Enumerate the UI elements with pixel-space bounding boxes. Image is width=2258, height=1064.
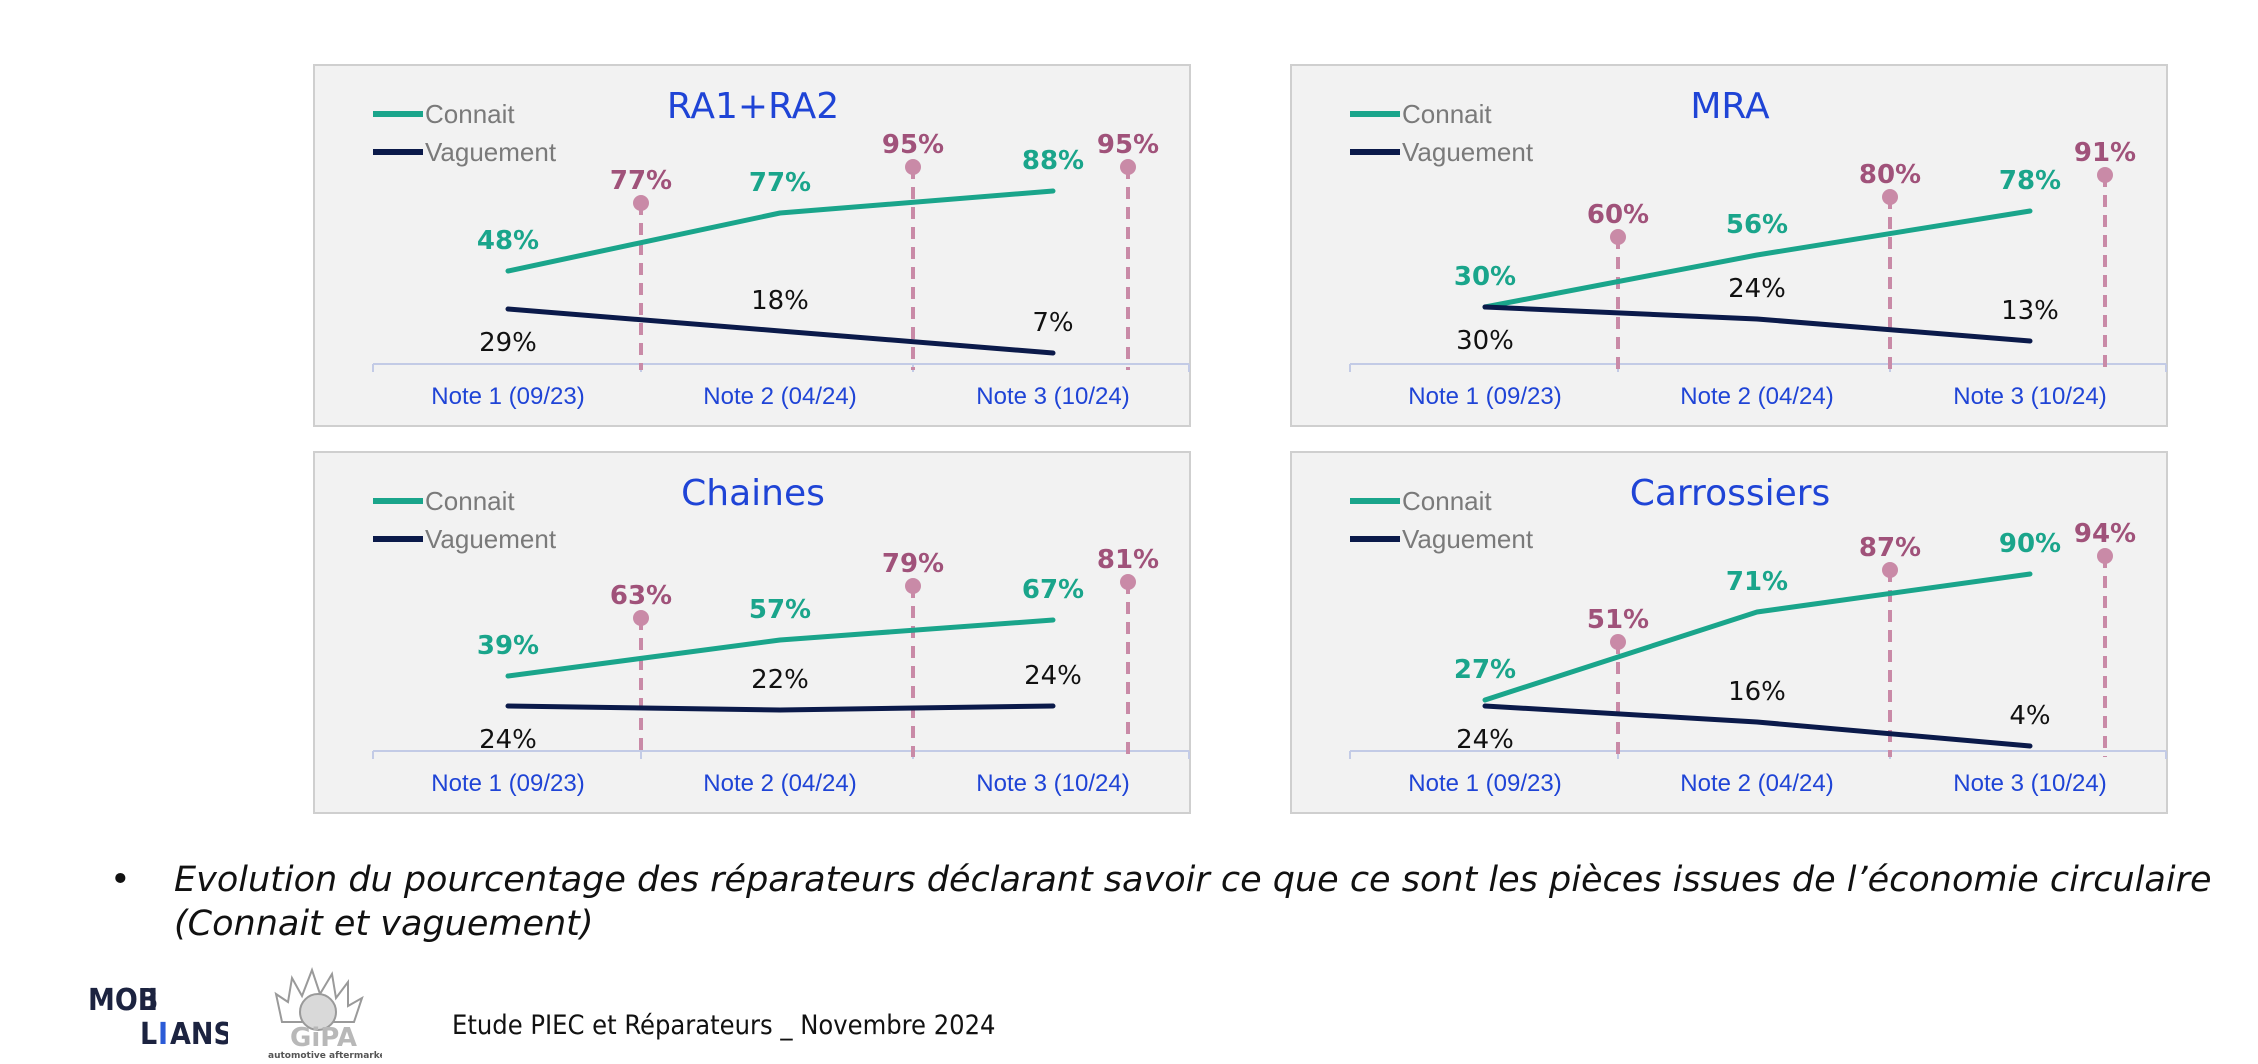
x-tick-label-carrossiers-3: Note 3 (10/24) (1953, 770, 2106, 797)
svg-text:GiPA: GiPA (290, 1023, 357, 1053)
total-dot-chaines-1 (633, 610, 649, 626)
caption-line-1: Evolution du pourcentage des réparateurs… (174, 860, 2212, 900)
svg-text:I: I (158, 1017, 168, 1050)
total-dot-mra-3 (2097, 167, 2113, 183)
legend-label-carrossiers-connait: Connait (1402, 486, 1492, 516)
data-label-ra1-ra2-vaguement-2: 18% (751, 286, 809, 316)
total-label-ra1-ra2-2: 95% (882, 130, 944, 160)
chart-title-mra: MRA (1690, 86, 1770, 127)
caption-line-2: (Connait et vaguement) (174, 904, 594, 944)
legend-label-mra-connait: Connait (1402, 99, 1492, 129)
total-label-carrossiers-1: 51% (1587, 605, 1649, 635)
chart-panel-ra1-ra2 (313, 64, 1191, 427)
data-label-mra-connait-3: 78% (1999, 166, 2061, 196)
total-dot-chaines-2 (905, 578, 921, 594)
chart-panel-chaines (313, 451, 1191, 814)
chart-panel-mra (1290, 64, 2168, 427)
data-label-mra-vaguement-3: 13% (2001, 296, 2059, 326)
total-dot-ra1-ra2-1 (633, 195, 649, 211)
legend-label-ra1-ra2-vaguement: Vaguement (425, 137, 557, 167)
svg-text:ANS: ANS (170, 1017, 228, 1050)
legend-label-chaines-connait: Connait (425, 486, 515, 516)
gipa-logo: GiPA automotive aftermarket (262, 960, 391, 1061)
total-dot-carrossiers-3 (2097, 548, 2113, 564)
series-line-ra1-ra2-vaguement (505, 306, 1056, 356)
total-label-mra-2: 80% (1859, 160, 1921, 190)
total-dot-chaines-3 (1120, 574, 1136, 590)
x-tick-label-chaines-1: Note 1 (09/23) (431, 770, 584, 797)
total-label-chaines-2: 79% (882, 549, 944, 579)
x-tick-label-ra1-ra2-3: Note 3 (10/24) (976, 383, 1129, 410)
series-line-carrossiers-connait (1482, 571, 2033, 703)
total-dot-ra1-ra2-2 (905, 159, 921, 175)
data-label-ra1-ra2-vaguement-3: 7% (1032, 308, 1073, 338)
data-label-chaines-connait-1: 39% (477, 631, 539, 661)
x-tick-label-ra1-ra2-2: Note 2 (04/24) (703, 383, 856, 410)
x-tick-label-mra-2: Note 2 (04/24) (1680, 383, 1833, 410)
chart-title-carrossiers: Carrossiers (1630, 473, 1831, 514)
x-tick-label-mra-1: Note 1 (09/23) (1408, 383, 1561, 410)
data-label-ra1-ra2-vaguement-1: 29% (479, 328, 537, 358)
data-label-mra-connait-1: 30% (1454, 262, 1516, 292)
total-dot-ra1-ra2-3 (1120, 159, 1136, 175)
x-tick-label-carrossiers-1: Note 1 (09/23) (1408, 770, 1561, 797)
legend-label-chaines-vaguement: Vaguement (425, 524, 557, 554)
data-label-carrossiers-vaguement-2: 16% (1728, 677, 1786, 707)
data-label-carrossiers-connait-3: 90% (1999, 529, 2061, 559)
data-label-carrossiers-connait-2: 71% (1726, 567, 1788, 597)
data-label-ra1-ra2-connait-1: 48% (477, 226, 539, 256)
x-tick-label-chaines-2: Note 2 (04/24) (703, 770, 856, 797)
series-line-mra-vaguement (1482, 304, 2033, 344)
data-label-chaines-connait-3: 67% (1022, 575, 1084, 605)
data-label-chaines-vaguement-2: 22% (751, 665, 809, 695)
data-label-mra-vaguement-1: 30% (1456, 326, 1514, 356)
data-label-carrossiers-vaguement-3: 4% (2009, 701, 2050, 731)
data-label-ra1-ra2-connait-3: 88% (1022, 146, 1084, 176)
bullet-symbol: • (110, 860, 131, 900)
total-dot-carrossiers-1 (1610, 634, 1626, 650)
data-label-mra-vaguement-2: 24% (1728, 274, 1786, 304)
svg-text:L: L (140, 1017, 157, 1050)
series-line-mra-connait (1482, 208, 2033, 310)
x-tick-label-carrossiers-2: Note 2 (04/24) (1680, 770, 1833, 797)
footer-study-title: Etude PIEC et Réparateurs _ Novembre 202… (452, 1010, 996, 1041)
series-line-ra1-ra2-connait (505, 188, 1056, 274)
total-label-mra-3: 91% (2074, 138, 2136, 168)
legend-label-ra1-ra2-connait: Connait (425, 99, 515, 129)
legend-label-mra-vaguement: Vaguement (1402, 137, 1534, 167)
series-line-chaines-connait (505, 617, 1056, 679)
data-label-chaines-connait-2: 57% (749, 595, 811, 625)
x-tick-label-ra1-ra2-1: Note 1 (09/23) (431, 383, 584, 410)
total-dot-mra-1 (1610, 229, 1626, 245)
total-dot-mra-2 (1882, 189, 1898, 205)
svg-text:automotive aftermarket: automotive aftermarket (268, 1051, 382, 1060)
series-line-chaines-vaguement (505, 703, 1056, 713)
data-label-carrossiers-connait-1: 27% (1454, 655, 1516, 685)
x-tick-label-chaines-3: Note 3 (10/24) (976, 770, 1129, 797)
data-label-chaines-vaguement-3: 24% (1024, 661, 1082, 691)
chart-panel-carrossiers (1290, 451, 2168, 814)
total-label-carrossiers-2: 87% (1859, 533, 1921, 563)
data-label-carrossiers-vaguement-1: 24% (1456, 725, 1514, 755)
chart-title-chaines: Chaines (681, 473, 825, 514)
total-label-carrossiers-3: 94% (2074, 519, 2136, 549)
svg-text:I: I (148, 983, 158, 1018)
series-line-carrossiers-vaguement (1482, 703, 2033, 749)
legend-label-carrossiers-vaguement: Vaguement (1402, 524, 1534, 554)
svg-text:MOB: MOB (88, 983, 158, 1018)
x-tick-label-mra-3: Note 3 (10/24) (1953, 383, 2106, 410)
total-label-chaines-1: 63% (610, 581, 672, 611)
total-label-mra-1: 60% (1587, 200, 1649, 230)
total-label-ra1-ra2-3: 95% (1097, 130, 1159, 160)
total-label-ra1-ra2-1: 77% (610, 166, 672, 196)
total-label-chaines-3: 81% (1097, 545, 1159, 575)
mobilians-logo: MOB I L I ANS (88, 978, 233, 1052)
data-label-mra-connait-2: 56% (1726, 210, 1788, 240)
data-label-ra1-ra2-connait-2: 77% (749, 168, 811, 198)
total-dot-carrossiers-2 (1882, 562, 1898, 578)
chart-title-ra1-ra2: RA1+RA2 (667, 86, 839, 127)
data-label-chaines-vaguement-1: 24% (479, 725, 537, 755)
